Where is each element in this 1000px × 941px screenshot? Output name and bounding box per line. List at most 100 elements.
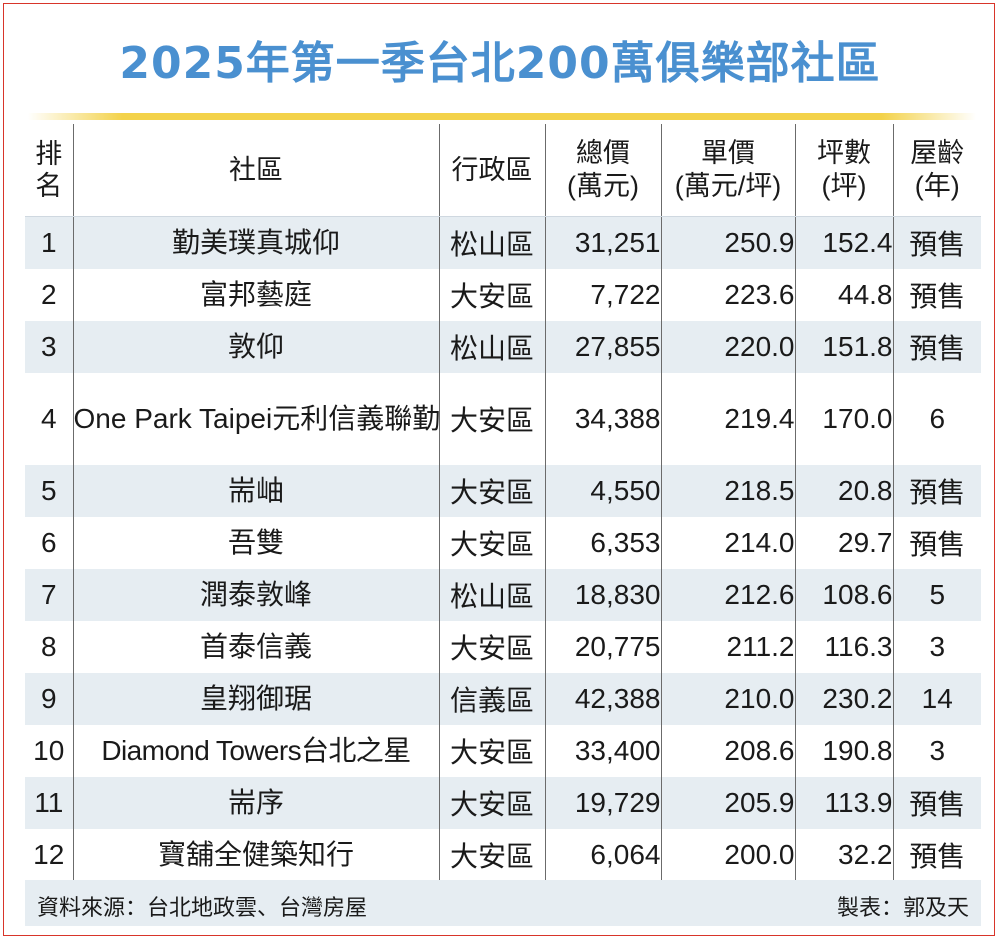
cell-district: 大安區 <box>439 829 546 881</box>
cell-rank: 1 <box>25 216 74 269</box>
cell-area: 29.7 <box>795 517 894 569</box>
cell-community: 潤泰敦峰 <box>73 569 440 621</box>
data-source: 資料來源：台北地政雲、台灣房屋 <box>37 895 368 920</box>
header-unit-price-unit: (萬元/坪) <box>674 171 782 201</box>
table-row: 9 皇翔御琚 信義區 42,388 210.0 230.2 14 <box>25 673 981 725</box>
cell-community: 首泰信義 <box>73 621 440 673</box>
cell-area: 44.8 <box>795 269 894 321</box>
cell-total-price: 34,388 <box>545 373 662 465</box>
cell-community: 皇翔御琚 <box>73 673 440 725</box>
cell-total-price: 19,729 <box>545 777 662 829</box>
header-area: 坪數 (坪) <box>795 124 894 217</box>
cell-area: 190.8 <box>795 725 894 777</box>
cell-unit-price: 212.6 <box>661 569 796 621</box>
cell-total-price: 27,855 <box>545 321 662 373</box>
header-area-unit: (坪) <box>821 171 867 201</box>
cell-area: 116.3 <box>795 621 894 673</box>
table-row: 11 耑序 大安區 19,729 205.9 113.9 預售 <box>25 777 981 829</box>
table-row: 3 敦仰 松山區 27,855 220.0 151.8 預售 <box>25 321 981 373</box>
cell-total-price: 7,722 <box>545 269 662 321</box>
page-title: 2025年第一季台北200萬俱樂部社區 <box>119 38 881 89</box>
header-total-price-unit: (萬元) <box>567 171 639 201</box>
cell-unit-price: 223.6 <box>661 269 796 321</box>
cell-community: 敦仰 <box>73 321 440 373</box>
cell-rank: 2 <box>25 269 74 321</box>
cell-age: 預售 <box>893 321 981 373</box>
table-row: 8 首泰信義 大安區 20,775 211.2 116.3 3 <box>25 621 981 673</box>
cell-unit-price: 214.0 <box>661 517 796 569</box>
header-community: 社區 <box>73 124 440 217</box>
title-underline <box>28 113 976 120</box>
cell-age: 3 <box>893 725 981 777</box>
cell-area: 152.4 <box>795 216 894 269</box>
cell-district: 大安區 <box>439 373 546 465</box>
cell-total-price: 4,550 <box>545 465 662 517</box>
cell-unit-price: 211.2 <box>661 621 796 673</box>
cell-rank: 4 <box>25 373 74 465</box>
table-row: 2 富邦藝庭 大安區 7,722 223.6 44.8 預售 <box>25 269 981 321</box>
cell-total-price: 18,830 <box>545 569 662 621</box>
cell-unit-price: 219.4 <box>661 373 796 465</box>
cell-unit-price: 208.6 <box>661 725 796 777</box>
cell-area: 151.8 <box>795 321 894 373</box>
cell-rank: 3 <box>25 321 74 373</box>
cell-district: 松山區 <box>439 321 546 373</box>
table-maker-credit: 製表：郭及天 <box>836 895 969 920</box>
cell-unit-price: 210.0 <box>661 673 796 725</box>
cell-area: 108.6 <box>795 569 894 621</box>
cell-community: 耑岫 <box>73 465 440 517</box>
table-header-row: 排名 社區 行政區 總價 (萬元) 單價 (萬元/坪) 坪數 (坪) 屋齡 (年… <box>25 124 981 217</box>
cell-age: 預售 <box>893 465 981 517</box>
header-age: 屋齡 (年) <box>893 124 981 217</box>
cell-total-price: 42,388 <box>545 673 662 725</box>
cell-community: 耑序 <box>73 777 440 829</box>
cell-unit-price: 220.0 <box>661 321 796 373</box>
ranking-table: 排名 社區 行政區 總價 (萬元) 單價 (萬元/坪) 坪數 (坪) 屋齡 (年… <box>25 124 981 881</box>
header-unit-price: 單價 (萬元/坪) <box>661 124 796 217</box>
table-row: 6 吾雙 大安區 6,353 214.0 29.7 預售 <box>25 517 981 569</box>
cell-age: 5 <box>893 569 981 621</box>
cell-total-price: 6,353 <box>545 517 662 569</box>
cell-age: 預售 <box>893 829 981 881</box>
cell-area: 32.2 <box>795 829 894 881</box>
cell-age: 14 <box>893 673 981 725</box>
cell-rank: 7 <box>25 569 74 621</box>
cell-district: 大安區 <box>439 269 546 321</box>
header-total-price: 總價 (萬元) <box>545 124 662 217</box>
cell-district: 大安區 <box>439 465 546 517</box>
header-age-unit: (年) <box>914 171 960 201</box>
table-row: 5 耑岫 大安區 4,550 218.5 20.8 預售 <box>25 465 981 517</box>
cell-district: 大安區 <box>439 517 546 569</box>
cell-district: 松山區 <box>439 216 546 269</box>
cell-unit-price: 200.0 <box>661 829 796 881</box>
cell-district: 松山區 <box>439 569 546 621</box>
cell-unit-price: 218.5 <box>661 465 796 517</box>
table-footer: 資料來源：台北地政雲、台灣房屋 製表：郭及天 <box>25 880 981 926</box>
cell-total-price: 33,400 <box>545 725 662 777</box>
cell-age: 預售 <box>893 777 981 829</box>
header-rank: 排名 <box>25 124 74 217</box>
cell-rank: 6 <box>25 517 74 569</box>
header-district: 行政區 <box>439 124 546 217</box>
cell-rank: 9 <box>25 673 74 725</box>
header-unit-price-label: 單價 <box>701 138 755 168</box>
cell-district: 大安區 <box>439 621 546 673</box>
cell-total-price: 31,251 <box>545 216 662 269</box>
cell-age: 預售 <box>893 517 981 569</box>
table-row: 7 潤泰敦峰 松山區 18,830 212.6 108.6 5 <box>25 569 981 621</box>
cell-community: One Park Taipei元利信義聯勤 <box>73 373 440 465</box>
header-age-label: 屋齡 <box>910 138 965 168</box>
cell-community: 寶舖全健築知行 <box>73 829 440 881</box>
cell-area: 230.2 <box>795 673 894 725</box>
infographic-frame: 2025年第一季台北200萬俱樂部社區 排名 社區 行政區 總價 (萬元) 單價 <box>3 3 995 936</box>
cell-rank: 10 <box>25 725 74 777</box>
cell-community: 富邦藝庭 <box>73 269 440 321</box>
table-row: 10 Diamond Towers台北之星 大安區 33,400 208.6 1… <box>25 725 981 777</box>
cell-district: 信義區 <box>439 673 546 725</box>
cell-rank: 12 <box>25 829 74 881</box>
cell-rank: 11 <box>25 777 74 829</box>
cell-age: 3 <box>893 621 981 673</box>
cell-district: 大安區 <box>439 777 546 829</box>
cell-rank: 8 <box>25 621 74 673</box>
cell-age: 預售 <box>893 216 981 269</box>
